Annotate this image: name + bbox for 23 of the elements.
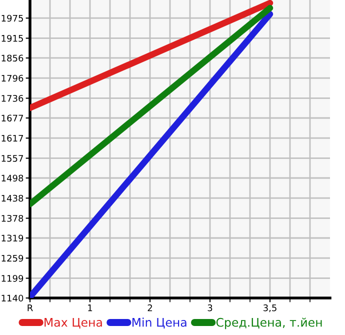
y-tick-label: 1199 xyxy=(2,274,24,282)
x-tick-label: 1 xyxy=(88,304,92,312)
x-tick-label: 3,5 xyxy=(264,304,276,312)
y-tick-label: 1975 xyxy=(2,14,23,22)
y-tick-label: 1736 xyxy=(2,94,24,102)
legend-label: Сред.Цена, т.йен xyxy=(216,318,322,330)
legend-label: Min Цена xyxy=(132,318,186,328)
y-tick-label: 1259 xyxy=(2,254,24,262)
y-tick-label: 1319 xyxy=(2,234,24,242)
y-tick-label: 1557 xyxy=(2,155,23,162)
legend-label: Max Цена xyxy=(44,318,102,328)
x-tick-label: 3 xyxy=(208,304,212,312)
y-tick-label: 1378 xyxy=(2,214,24,222)
y-tick-label: 1438 xyxy=(2,194,24,202)
x-tick-label: 2 xyxy=(148,304,152,312)
y-tick-label: 1617 xyxy=(2,134,23,142)
y-tick-label: 1140 xyxy=(2,294,24,302)
y-tick-label: 1915 xyxy=(2,34,23,42)
y-tick-label: 1677 xyxy=(2,114,23,122)
y-tick-label: 1796 xyxy=(2,74,24,82)
y-tick-label: 1856 xyxy=(2,54,24,62)
y-tick-label: 1498 xyxy=(2,174,24,182)
x-tick-label: R xyxy=(28,304,33,312)
